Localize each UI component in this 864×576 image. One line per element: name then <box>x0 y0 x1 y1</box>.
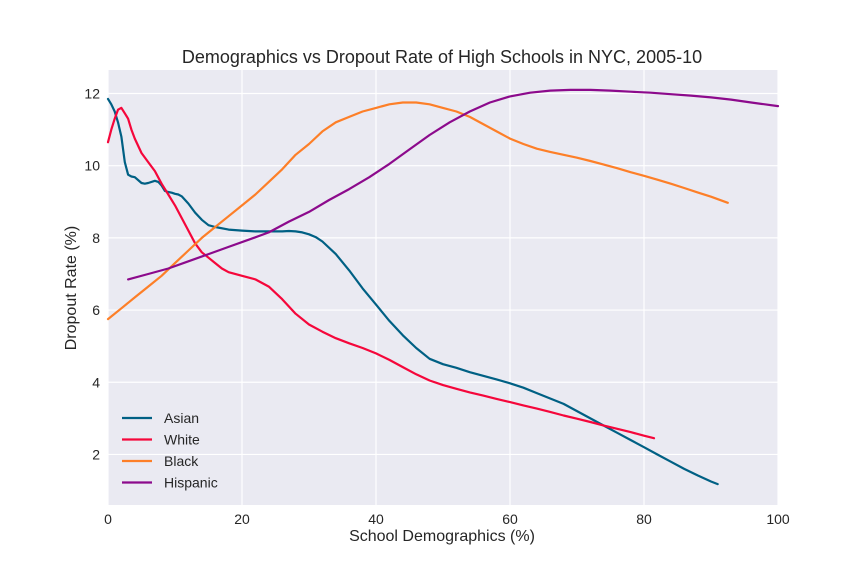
chart-title: Demographics vs Dropout Rate of High Sch… <box>182 47 702 67</box>
legend-label-asian: Asian <box>164 410 199 426</box>
legend-label-white: White <box>164 432 200 448</box>
series-lines <box>106 88 780 486</box>
series-line-asian <box>106 97 719 486</box>
y-axis-label: Dropout Rate (%) <box>63 226 80 351</box>
x-axis-label: School Demographics (%) <box>349 528 535 545</box>
y-tick-label: 12 <box>84 85 100 101</box>
legend-label-black: Black <box>164 453 199 469</box>
series-line-black <box>106 101 729 321</box>
legend-label-hispanic: Hispanic <box>164 475 218 491</box>
y-tick-label: 10 <box>84 158 100 174</box>
x-tick-label: 40 <box>368 511 384 527</box>
axis-ticks: 0 20 40 60 80 100 2 4 6 8 10 12 <box>84 85 789 527</box>
x-tick-label: 80 <box>636 511 652 527</box>
y-tick-label: 2 <box>92 446 100 462</box>
x-tick-label: 60 <box>502 511 518 527</box>
y-tick-label: 4 <box>92 374 100 390</box>
y-tick-label: 6 <box>92 302 100 318</box>
legend: Asian White Black Hispanic <box>122 410 218 491</box>
series-line-hispanic <box>127 88 780 281</box>
x-tick-label: 0 <box>104 511 112 527</box>
y-tick-label: 8 <box>92 230 100 246</box>
series-line-white <box>106 106 656 440</box>
x-tick-label: 20 <box>234 511 250 527</box>
grid <box>107 70 779 505</box>
plot-background <box>108 70 778 505</box>
x-tick-label: 100 <box>766 511 790 527</box>
